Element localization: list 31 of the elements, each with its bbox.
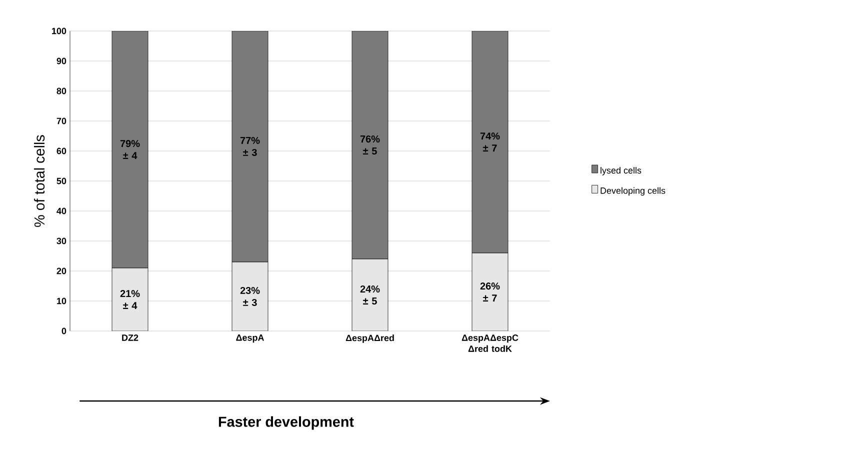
y-tick-label: 70: [56, 118, 66, 124]
bar: [232, 262, 268, 332]
y-tick-label: 100: [52, 28, 66, 34]
y-tick-label: 30: [56, 238, 66, 244]
data-label: 76% ± 5: [360, 135, 380, 155]
x-tick-label: ΔespAΔred: [346, 334, 394, 343]
y-tick-label: 0: [62, 328, 66, 334]
data-label: 26% ± 7: [480, 282, 500, 302]
legend-label: Developing cells: [600, 187, 666, 196]
y-tick-label: 80: [56, 88, 66, 94]
y-axis-title: % of total cells: [34, 135, 45, 227]
y-tick-label: 20: [56, 268, 66, 274]
x-tick-label: ΔespA: [236, 334, 264, 343]
y-tick-label: 40: [56, 208, 66, 214]
data-label: 24% ± 5: [360, 285, 380, 305]
y-tick-label: 10: [57, 298, 66, 304]
text: Faster development: [218, 416, 354, 430]
x-tick-label: ΔespAΔespC Δred todK: [462, 334, 518, 352]
y-tick-label: 90: [56, 58, 66, 64]
data-label: 74% ± 7: [480, 132, 500, 152]
y-tick-label: 60: [56, 148, 66, 154]
bar: [352, 258, 388, 332]
legend-label: lysed cells: [600, 166, 642, 176]
bar: [472, 252, 508, 332]
data-label: 79% ± 4: [120, 140, 140, 159]
data-label: 23% ± 3: [240, 286, 260, 306]
data-label: 77% ± 3: [240, 136, 260, 156]
x-tick-label: DZ2: [122, 334, 138, 341]
data-label: 21% ± 4: [120, 290, 140, 309]
y-tick-label: 50: [56, 178, 66, 184]
bar: [112, 268, 148, 332]
